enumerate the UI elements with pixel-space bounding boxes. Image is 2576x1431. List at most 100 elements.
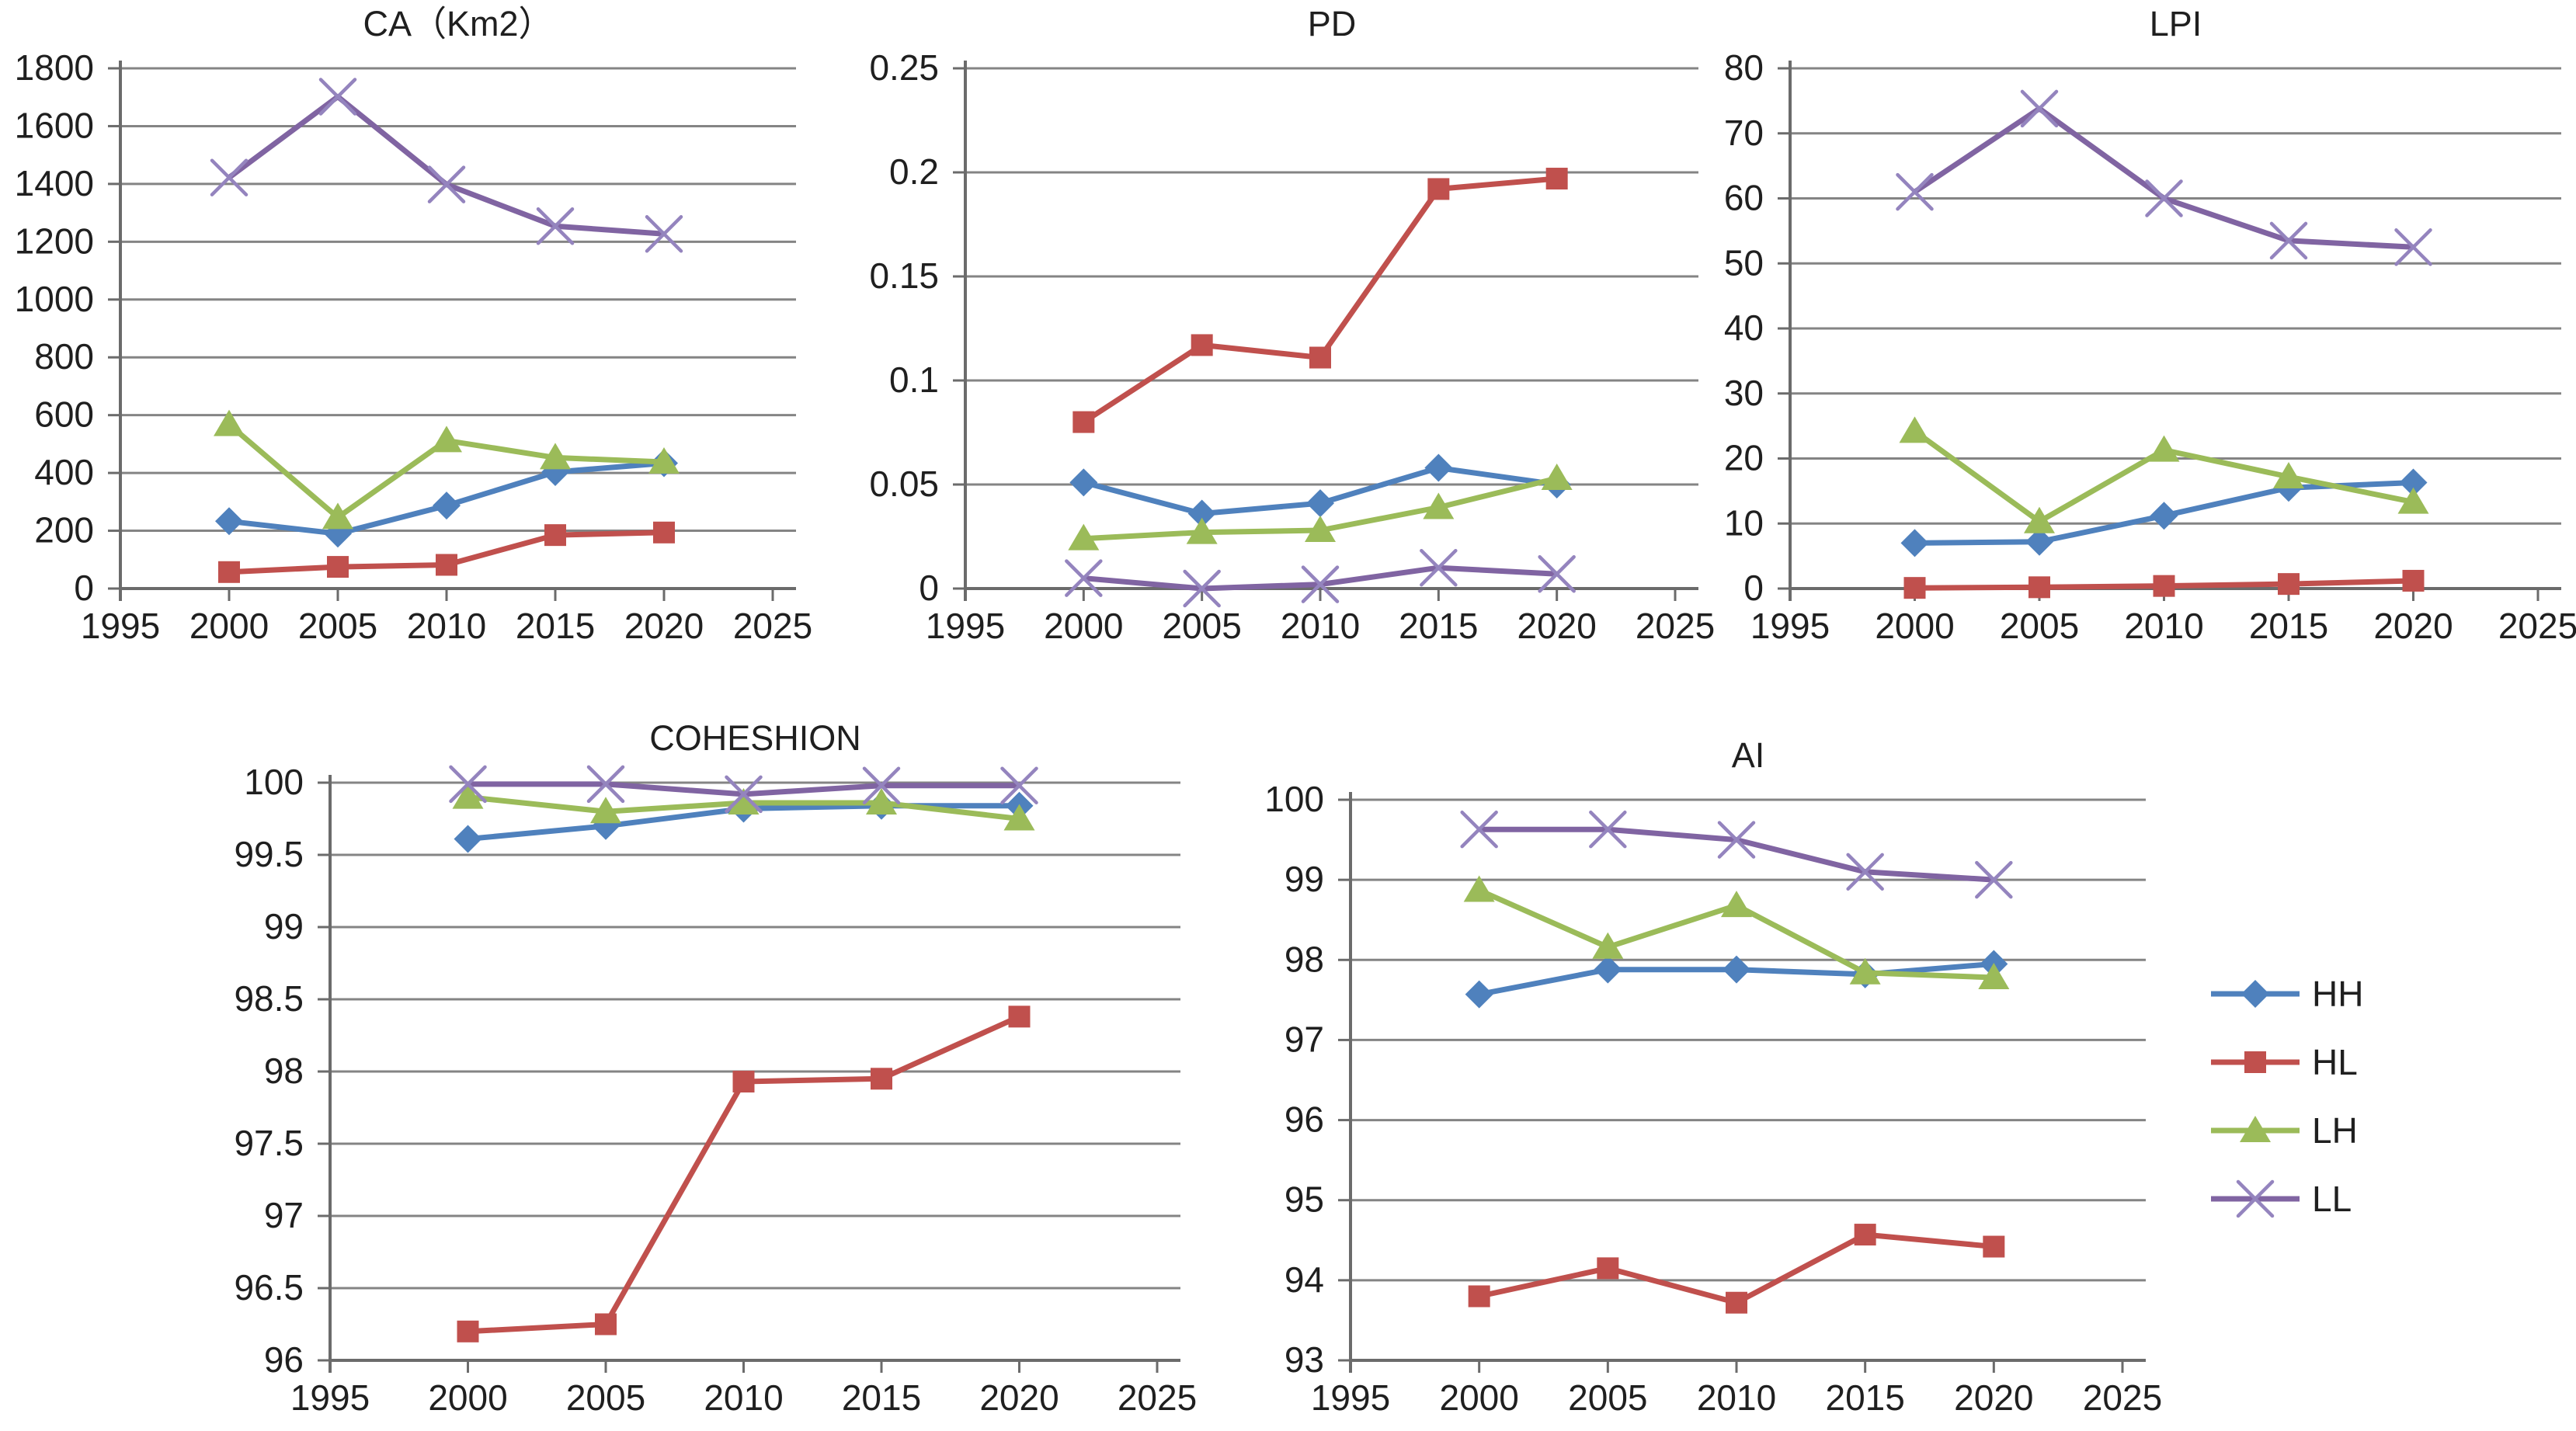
y-tick-label: 20 xyxy=(1724,438,1764,478)
y-tick-label: 95 xyxy=(1285,1179,1324,1220)
x-marker-icon xyxy=(2020,89,2059,128)
x-tick-label: 2015 xyxy=(2249,606,2328,646)
diamond-marker-icon xyxy=(2241,980,2269,1008)
chart-coheshion: 96 96.5 97 97.5 98 98.5 99 99.5 100 1995 2000 2005 2… xyxy=(233,718,1200,1431)
series-LL xyxy=(1460,810,2013,899)
square-marker-icon xyxy=(436,554,457,576)
diamond-marker-icon xyxy=(215,507,243,536)
x-tick-label: 2025 xyxy=(2083,1377,2162,1418)
y-tick-label: 0.2 xyxy=(889,151,939,192)
x-tick-label: 2000 xyxy=(1044,606,1123,646)
chart-title: LPI xyxy=(2150,4,2202,43)
y-tick-label: 50 xyxy=(1724,242,1764,283)
triangle-icon xyxy=(2211,1116,2300,1142)
y-tick-label: 10 xyxy=(1724,502,1764,543)
series-HH xyxy=(1465,950,2008,1009)
y-tick-label: 1600 xyxy=(15,105,94,145)
square-marker-icon xyxy=(218,561,240,583)
series-HL xyxy=(1903,569,2425,599)
triangle-marker-icon xyxy=(2273,461,2304,488)
x-marker-icon xyxy=(1846,853,1884,891)
y-tick-label: 0.05 xyxy=(869,464,939,504)
diamond-marker-icon xyxy=(1594,955,1622,984)
y-tick-label: 96 xyxy=(1285,1099,1324,1140)
triangle-marker-icon xyxy=(648,446,680,474)
y-tick-label: 400 xyxy=(34,452,94,492)
y-tick-label: 98.5 xyxy=(234,978,304,1019)
x-marker-icon xyxy=(2236,1179,2275,1218)
triangle-marker-icon xyxy=(1978,962,2010,989)
square-marker-icon xyxy=(457,1320,479,1342)
legend: HH HL LH LL xyxy=(2209,972,2363,1221)
chart-title: CA（Km2） xyxy=(363,4,553,43)
legend-label: HL xyxy=(2312,1042,2358,1082)
chart-ai: 93 94 95 96 97 98 99 100 1995 2000 2005 2010 2015 202… xyxy=(1264,722,2182,1431)
series-line xyxy=(1479,826,1994,883)
x-tick-label: 2020 xyxy=(979,1377,1059,1418)
y-tick-label: 98 xyxy=(264,1051,304,1091)
series-LL xyxy=(1065,548,1576,608)
series-LH xyxy=(1463,875,2010,989)
x-tick-label: 2010 xyxy=(1697,1377,1776,1418)
triangle-marker-icon xyxy=(2148,435,2180,462)
triangle-marker-icon xyxy=(1541,463,1573,490)
legend-label: LH xyxy=(2312,1110,2358,1151)
series-LL xyxy=(210,78,683,253)
x-marker-icon xyxy=(536,207,575,245)
chart-ca: 0 200 400 600 800 1000 1200 1400 1600 1800 1995 200… xyxy=(0,0,850,703)
x-marker-icon xyxy=(586,765,625,804)
y-tick-label: 70 xyxy=(1724,113,1764,153)
series-line xyxy=(1913,106,2414,250)
chart-canvas: 0 0.05 0.1 0.15 0.2 0.25 1995 2000 2005 2010 2015 2… xyxy=(869,4,1715,646)
x-tick-label: 2025 xyxy=(2498,606,2576,646)
series-HL xyxy=(457,1006,1031,1342)
y-tick-label: 0 xyxy=(74,568,94,608)
square-marker-icon xyxy=(2028,576,2050,599)
triangle-marker-icon xyxy=(1721,891,1752,918)
x-marker-icon xyxy=(449,765,487,804)
y-tick-label: 0.15 xyxy=(869,255,939,296)
y-tick-label: 1200 xyxy=(15,221,94,261)
y-tick-label: 0.25 xyxy=(869,47,939,88)
square-icon xyxy=(2211,1051,2300,1073)
y-tick-label: 96.5 xyxy=(234,1267,304,1308)
x-tick-label: 1995 xyxy=(926,606,1005,646)
triangle-marker-icon xyxy=(1305,515,1336,542)
y-tick-label: 97.5 xyxy=(234,1123,304,1163)
x-marker-icon xyxy=(1183,569,1221,608)
triangle-marker-icon xyxy=(1068,523,1100,551)
x-tick-label: 2020 xyxy=(1517,606,1596,646)
y-tick-label: 1000 xyxy=(15,279,94,319)
triangle-marker-icon xyxy=(322,502,353,530)
chart-canvas: 93 94 95 96 97 98 99 100 1995 2000 2005 2010 2015 202… xyxy=(1264,735,2162,1418)
chart-title: PD xyxy=(1308,4,1357,43)
chart-title: COHESHION xyxy=(649,718,861,758)
x-tick-label: 2010 xyxy=(407,606,486,646)
y-tick-label: 93 xyxy=(1285,1339,1324,1380)
triangle-marker-icon xyxy=(214,409,245,436)
square-marker-icon xyxy=(1983,1235,2005,1258)
diamond-marker-icon xyxy=(1723,955,1750,984)
series-LL xyxy=(1896,89,2432,266)
triangle-marker-icon xyxy=(2240,1116,2271,1142)
y-tick-label: 97 xyxy=(264,1195,304,1235)
square-marker-icon xyxy=(1008,1006,1031,1028)
x-tick-label: 2010 xyxy=(704,1377,783,1418)
y-tick-label: 100 xyxy=(244,762,304,802)
x-marker-icon xyxy=(1896,172,1934,211)
y-tick-label: 80 xyxy=(1724,47,1764,88)
x-marker-icon xyxy=(427,165,466,203)
triangle-marker-icon xyxy=(1423,492,1455,519)
chart-canvas: 0 200 400 600 800 1000 1200 1400 1600 1800 1995 200… xyxy=(15,4,813,646)
square-marker-icon xyxy=(1191,334,1213,356)
y-tick-label: 99.5 xyxy=(234,834,304,874)
x-tick-label: 2025 xyxy=(1118,1377,1197,1418)
x-marker-icon xyxy=(1301,565,1340,603)
x-tick-label: 1995 xyxy=(81,606,160,646)
x-tick-label: 2000 xyxy=(189,606,269,646)
series-line xyxy=(227,94,665,237)
diamond-marker-icon xyxy=(433,491,461,520)
square-marker-icon xyxy=(1309,346,1331,369)
legend-label: LL xyxy=(2312,1179,2352,1219)
y-tick-label: 0 xyxy=(919,568,939,608)
